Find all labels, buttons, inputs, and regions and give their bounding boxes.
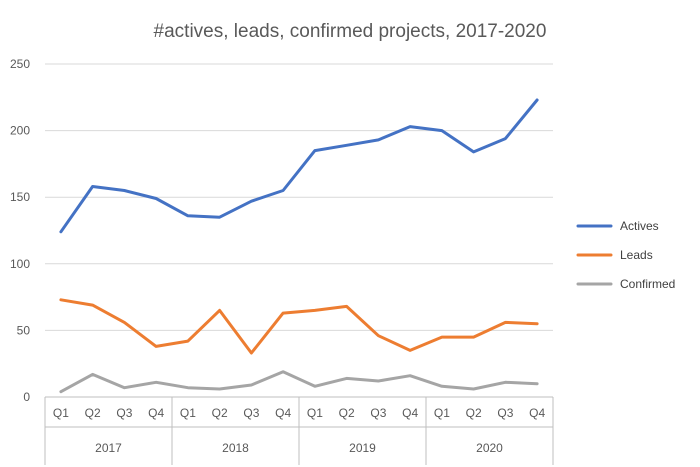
x-tick-label: Q4 <box>275 406 291 420</box>
series-lines <box>59 98 539 394</box>
x-tick-label: Q2 <box>339 406 355 420</box>
legend-label-leads: Leads <box>620 248 653 262</box>
x-tick-label: Q1 <box>307 406 323 420</box>
x-axis: Q1 Q2 Q3 Q4 Q1 Q2 Q3 Q4 Q1 Q2 Q3 Q4 Q1 Q2 Q3 Q4 2017 2018… <box>44 396 554 465</box>
y-axis: 0 50 100 150 200 250 <box>10 57 30 404</box>
y-tick-label: 250 <box>10 57 30 71</box>
x-tick-label: Q3 <box>116 406 132 420</box>
legend-label-actives: Actives <box>620 219 659 233</box>
y-tick-label: 100 <box>10 257 30 271</box>
x-group-label: 2019 <box>349 441 376 455</box>
x-group-label: 2017 <box>95 441 122 455</box>
legend: Actives Leads Confirmed <box>576 219 675 291</box>
x-tick-label: Q2 <box>466 406 482 420</box>
gridlines <box>45 63 553 331</box>
x-tick-label: Q1 <box>53 406 69 420</box>
x-group-label: 2020 <box>476 441 503 455</box>
x-group-label: 2018 <box>222 441 249 455</box>
series-line-confirmed <box>59 370 539 394</box>
x-tick-label: Q3 <box>497 406 513 420</box>
series-line-actives <box>59 98 539 234</box>
y-tick-label: 50 <box>17 323 31 337</box>
x-tick-label: Q1 <box>180 406 196 420</box>
x-tick-label: Q2 <box>85 406 101 420</box>
legend-label-confirmed: Confirmed <box>620 277 675 291</box>
x-tick-label: Q4 <box>529 406 545 420</box>
x-tick-label: Q1 <box>434 406 450 420</box>
x-tick-label: Q3 <box>243 406 259 420</box>
x-tick-label: Q2 <box>212 406 228 420</box>
x-tick-label: Q3 <box>370 406 386 420</box>
y-tick-label: 0 <box>23 390 30 404</box>
x-tick-label: Q4 <box>148 406 164 420</box>
y-tick-label: 200 <box>10 124 30 138</box>
x-tick-label: Q4 <box>402 406 418 420</box>
y-tick-label: 150 <box>10 190 30 204</box>
series-line-leads <box>59 298 539 355</box>
chart-title: #actives, leads, confirmed projects, 201… <box>154 21 547 42</box>
